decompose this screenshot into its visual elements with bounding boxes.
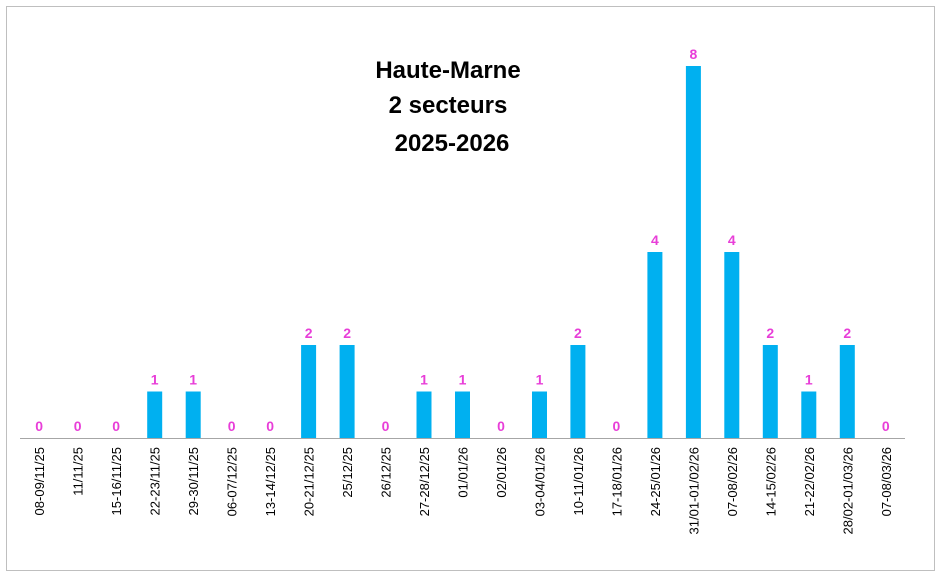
x-tick-label-11: 01/01/26	[456, 447, 471, 498]
data-label-1: 0	[74, 418, 82, 434]
bar-19	[762, 345, 778, 438]
x-tick-label-9: 26/12/25	[379, 447, 394, 498]
bar-7	[301, 345, 317, 438]
data-label-17: 8	[690, 46, 698, 62]
data-label-10: 1	[420, 372, 428, 388]
data-label-9: 0	[382, 418, 390, 434]
x-tick-label-7: 20-21/12/25	[302, 447, 317, 516]
bar-16	[647, 252, 663, 438]
data-label-6: 0	[266, 418, 274, 434]
x-tick-label-12: 02/01/26	[494, 447, 509, 498]
chart-frame	[6, 6, 935, 571]
x-tick-label-13: 03-04/01/26	[533, 447, 548, 516]
bar-11	[455, 391, 470, 438]
x-tick-label-20: 21-22/02/26	[802, 447, 817, 516]
data-label-4: 1	[189, 372, 197, 388]
data-label-20: 1	[805, 372, 813, 388]
data-label-16: 4	[651, 232, 659, 248]
data-label-3: 1	[151, 372, 159, 388]
title-line-1: Haute-Marne	[375, 57, 520, 84]
data-label-12: 0	[497, 418, 505, 434]
x-tick-label-21: 28/02-01/03/26	[840, 447, 855, 534]
x-tick-label-1: 11/11/25	[71, 447, 86, 496]
bar-13	[532, 391, 547, 438]
data-label-19: 2	[766, 325, 774, 341]
x-tick-label-16: 24-25/01/26	[648, 447, 663, 516]
bar-3	[147, 391, 163, 438]
data-label-15: 0	[613, 418, 621, 434]
data-label-21: 2	[843, 325, 851, 341]
bar-series	[147, 66, 855, 438]
x-tick-label-10: 27-28/12/25	[417, 447, 432, 516]
x-tick-label-15: 17-18/01/26	[609, 447, 624, 516]
title-line-2: 2 secteurs	[389, 92, 508, 119]
bar-4	[185, 391, 201, 438]
data-label-13: 1	[536, 372, 544, 388]
data-label-11: 1	[459, 372, 467, 388]
data-label-8: 2	[343, 325, 351, 341]
data-labels: 0 0 0 1 1 0 0 2 2 0 1 1 0 1 2 0 4 8 4 2 1 2 0	[35, 46, 890, 434]
data-label-18: 4	[728, 232, 736, 248]
x-tick-label-0: 08-09/11/25	[32, 447, 47, 515]
data-label-0: 0	[35, 418, 43, 434]
bar-8	[339, 345, 355, 438]
bar-10	[416, 391, 432, 438]
x-tick-label-18: 07-08/02/26	[725, 447, 740, 516]
title-line-3: 2025-2026	[395, 130, 510, 157]
x-tick-label-2: 15-16/11/25	[109, 447, 124, 515]
data-label-5: 0	[228, 418, 236, 434]
x-tick-label-5: 06-07/12/25	[225, 447, 240, 516]
bar-21	[839, 345, 855, 438]
x-tick-label-6: 13-14/12/25	[263, 447, 278, 516]
data-label-7: 2	[305, 325, 313, 341]
x-tick-label-14: 10-11/01/26	[571, 447, 586, 515]
data-label-14: 2	[574, 325, 582, 341]
data-label-2: 0	[112, 418, 120, 434]
x-tick-label-3: 22-23/11/25	[148, 447, 163, 515]
x-tick-labels: 08-09/11/25 11/11/25 15-16/11/25 22-23/11/2…	[32, 447, 894, 534]
x-tick-label-4: 29-30/11/25	[186, 447, 201, 515]
bar-17	[685, 66, 701, 438]
data-label-22: 0	[882, 418, 890, 434]
x-tick-label-17: 31/01-01/02/26	[686, 447, 701, 534]
x-tick-label-19: 14-15/02/26	[763, 447, 778, 516]
x-tick-label-22: 07-08/03/26	[879, 447, 894, 516]
x-tick-label-8: 25/12/25	[340, 447, 355, 498]
bar-20	[801, 391, 817, 438]
bar-18	[724, 252, 740, 438]
bar-14	[570, 345, 586, 438]
chart-title: Haute-Marne 2 secteurs 2025-2026	[375, 57, 520, 157]
